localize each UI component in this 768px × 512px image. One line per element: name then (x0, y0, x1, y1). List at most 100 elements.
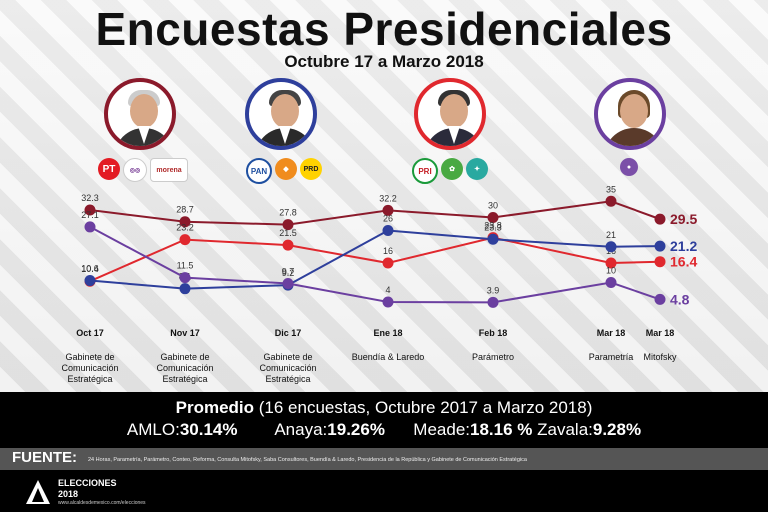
amlo-average-label: AMLO: (126, 420, 180, 439)
anaya-average-label: Anaya: (274, 420, 328, 439)
meade-average-label: Meade: (413, 420, 470, 439)
column-source-label: Parametría (588, 352, 634, 362)
column-source-label: Gabinete de Comunicación Estratégica (259, 352, 317, 384)
page-title: Encuestas Presidenciales (95, 3, 673, 55)
anaya-point (382, 225, 394, 236)
source-text: 24 Horas, Parametría, Parámetro, Conteo,… (88, 457, 527, 463)
anaya-point (605, 241, 617, 253)
anaya-series-line (89, 229, 661, 290)
column-source-label: Gabinete de Comunicación Estratégica (156, 352, 214, 384)
amlo-point (179, 216, 191, 228)
meade-party-logos: PRI ✿ ✦ (412, 158, 488, 184)
coalition-logo-icon: ◎◎ (123, 158, 147, 182)
zavala-point (382, 296, 394, 308)
zavala-point (605, 277, 617, 288)
pan-logo-icon: PAN (246, 158, 272, 184)
amlo-data-label: 27.8 (279, 208, 297, 218)
amlo-data-label: 32.2 (379, 193, 397, 203)
zavala-data-label: 10 (606, 266, 616, 276)
zavala-data-label: 9.7 (282, 266, 295, 276)
zavala-point (84, 221, 96, 233)
meade-point (282, 239, 294, 251)
column-month-label: Mar 18 (645, 328, 675, 338)
elecciones-logo-icon (26, 480, 50, 504)
meade-data-label: 16.4 (670, 254, 697, 270)
meade-point (605, 257, 617, 269)
brand-year: 2018 (58, 489, 79, 499)
average-label: Promedio (175, 398, 255, 417)
amlo-data-label: 32.3 (81, 193, 99, 203)
zavala-data-label: 11.5 (177, 261, 194, 271)
pvem-logo-icon: ✿ (441, 158, 463, 180)
anaya-data-label: 23.3 (484, 222, 502, 232)
amlo-point (84, 204, 96, 216)
anaya-point (179, 283, 191, 295)
average-values: AMLO:30.14% Anaya:19.26% Meade:18.16 % Z… (0, 420, 768, 440)
amlo-point (654, 213, 666, 225)
background (0, 0, 768, 392)
anaya-point (487, 233, 499, 245)
anaya-data-label: 21.2 (670, 238, 697, 254)
meade-portrait (414, 78, 486, 150)
anaya-data-label: 21 (606, 230, 616, 240)
amlo-point (487, 212, 499, 223)
zavala-point (282, 277, 294, 289)
zavala-point (654, 293, 666, 305)
zavala-data-label: 4.8 (670, 291, 690, 307)
pri-logo-icon: PRI (412, 158, 438, 184)
zavala-average-value: 9.28% (592, 420, 642, 439)
zavala-average-label: Zavala: (537, 420, 593, 439)
column-month-label: Feb 18 (478, 328, 508, 338)
average-detail: (16 encuestas, Octubre 2017 a Marzo 2018… (258, 398, 593, 417)
pt-logo-icon: PT (98, 158, 120, 180)
amlo-data-label: 35 (606, 184, 616, 194)
brand-title: ELECCIONES (58, 478, 117, 488)
meade-data-label: 16 (383, 246, 393, 256)
amlo-data-label: 28.7 (176, 205, 194, 215)
column-month-label: Nov 17 (170, 328, 200, 338)
zavala-point (487, 296, 499, 308)
zavala-point (179, 272, 191, 284)
poll-line-chart: 32.3 28.7 27.8 32.2 30 35 29.5 10.4 23.2 21.5 16 23… (81, 184, 697, 308)
independent-logo-icon: ● (620, 158, 638, 176)
column-month-label: Dic 17 (274, 328, 302, 338)
brand-url[interactable]: www.alcaldesdemexico.com/elecciones (58, 500, 146, 506)
column-source-label: Parámetro (471, 352, 515, 362)
amlo-point (605, 195, 617, 207)
amlo-data-label: 29.5 (670, 211, 697, 227)
brand-name: ELECCIONES 2018 (58, 478, 117, 500)
amlo-data-label: 30 (488, 201, 498, 211)
column-source-label: Gabinete de Comunicación Estratégica (61, 352, 119, 384)
zavala-data-label: 3.9 (487, 285, 500, 295)
anaya-portrait (245, 78, 317, 150)
column-source-label: Buendía & Laredo (351, 352, 425, 362)
amlo-portrait (104, 78, 176, 150)
prd-logo-icon: PRD (300, 158, 322, 180)
page-subtitle: Octubre 17 a Marzo 2018 (284, 52, 484, 71)
meade-data-label: 23.8 (484, 221, 502, 231)
meade-data-label: 10.4 (81, 264, 99, 274)
anaya-data-label: 10.6 (81, 264, 99, 274)
zavala-party-logos: ● (620, 158, 638, 176)
amlo-party-logos: PT ◎◎ morena (98, 158, 188, 182)
source-bar (0, 448, 768, 470)
zavala-data-label: 4 (385, 285, 390, 295)
average-line: Promedio (16 encuestas, Octubre 2017 a M… (0, 398, 768, 418)
meade-point (654, 256, 666, 268)
column-month-label: Oct 17 (76, 328, 104, 338)
column-month-label: Ene 18 (373, 328, 403, 338)
amlo-point (282, 219, 294, 231)
meade-data-label: 23.2 (176, 223, 194, 233)
anaya-point (84, 275, 96, 287)
meade-data-label: 21.5 (279, 228, 297, 238)
amlo-average-value: 30.14% (179, 420, 238, 439)
amlo-point (382, 204, 394, 216)
anaya-data-label: 9.2 (282, 268, 295, 278)
zavala-portrait (594, 78, 666, 150)
source-label: FUENTE: (12, 449, 77, 466)
meade-point (179, 234, 191, 246)
anaya-point (654, 240, 666, 252)
anaya-data-label: 26 (383, 214, 393, 224)
column-source-label: Mitofsky (643, 352, 677, 362)
zavala-data-label: 27.1 (81, 210, 99, 220)
